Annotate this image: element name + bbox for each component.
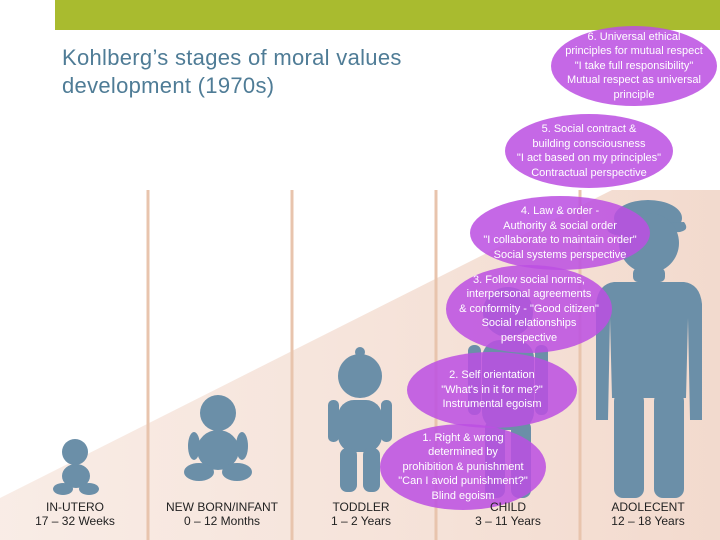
- stage-bubble-2: 2. Self orientation "What's in it for me…: [407, 352, 577, 428]
- stage-bubble-5: 5. Social contract & building consciousn…: [505, 114, 673, 188]
- fetus-figure: [53, 439, 99, 495]
- stage-bubble-1: 1. Right & wrong determined by prohibiti…: [380, 424, 546, 510]
- toddler-figure: [328, 347, 392, 492]
- age-label-toddler: TODDLER 1 – 2 Years: [330, 500, 392, 528]
- age-label-in-utero: IN-UTERO 17 – 32 Weeks: [35, 500, 115, 528]
- title-line-2: development (1970s): [62, 73, 275, 98]
- page-title: Kohlberg’s stages of moral values develo…: [62, 44, 482, 100]
- infant-figure: [184, 395, 252, 481]
- age-label-child: CHILD 3 – 11 Years: [475, 500, 541, 528]
- stage-bubble-4: 4. Law & order - Authority & social orde…: [470, 196, 650, 270]
- age-label-adolescent: ADOLECENT 12 – 18 Years: [611, 500, 685, 528]
- age-label-newborn: NEW BORN/INFANT 0 – 12 Months: [165, 500, 278, 528]
- title-line-1: Kohlberg’s stages of moral values: [62, 45, 402, 70]
- stage-bubble-3: 3. Follow social norms, interpersonal ag…: [446, 265, 612, 353]
- top-accent-bar: [55, 0, 720, 30]
- stage-bubble-6: 6. Universal ethical principles for mutu…: [551, 26, 717, 106]
- adolescent-figure: [596, 200, 702, 498]
